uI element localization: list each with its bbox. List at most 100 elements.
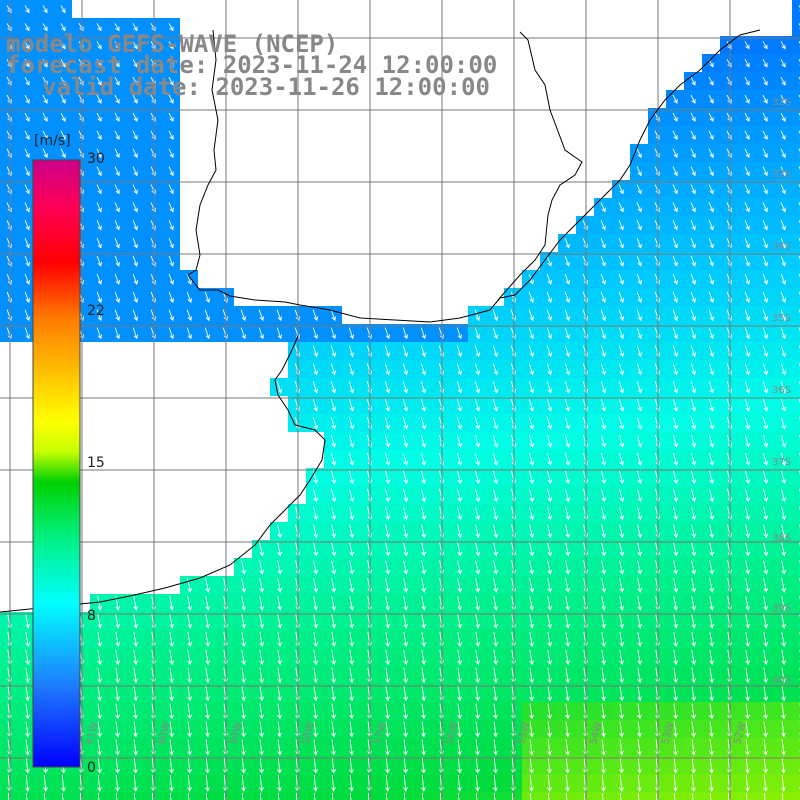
wind-arrow bbox=[168, 309, 174, 322]
wind-arrow bbox=[529, 792, 532, 800]
wind-arrow bbox=[475, 685, 480, 702]
wind-arrow bbox=[60, 58, 66, 68]
wind-arrow bbox=[546, 488, 553, 503]
wind-arrow bbox=[546, 452, 553, 467]
wind-arrow bbox=[763, 560, 769, 575]
wind-arrow bbox=[331, 703, 336, 720]
wind-arrow bbox=[690, 255, 696, 267]
wind-arrow bbox=[619, 775, 624, 792]
wind-arrow bbox=[241, 578, 247, 593]
wind-arrow bbox=[690, 220, 696, 231]
wind-arrow bbox=[277, 667, 282, 684]
wind-arrow bbox=[744, 41, 750, 50]
wind-arrow bbox=[781, 792, 784, 800]
wind-arrow bbox=[259, 560, 265, 575]
wind-arrow bbox=[618, 273, 624, 285]
wind-arrow bbox=[205, 613, 210, 629]
wind-arrow bbox=[744, 148, 750, 159]
wind-arrow bbox=[259, 578, 265, 593]
wind-arrow bbox=[331, 631, 336, 648]
wind-arrow bbox=[24, 23, 30, 32]
wind-arrow bbox=[565, 578, 571, 593]
wind-arrow bbox=[456, 345, 462, 358]
wind-arrow bbox=[528, 399, 535, 412]
wind-cell bbox=[792, 360, 800, 378]
wind-arrow bbox=[331, 524, 337, 539]
wind-arrow bbox=[96, 238, 102, 249]
wind-arrow bbox=[349, 757, 354, 774]
wind-arrow bbox=[565, 542, 571, 557]
wind-arrow bbox=[420, 363, 426, 376]
wind-arrow bbox=[672, 255, 678, 267]
wind-arrow bbox=[546, 345, 552, 358]
wind-arrow bbox=[781, 757, 786, 774]
wind-arrow bbox=[529, 560, 535, 575]
wind-arrow bbox=[690, 470, 697, 485]
wind-arrow bbox=[43, 792, 46, 800]
wind-arrow bbox=[780, 166, 786, 177]
wind-arrow bbox=[475, 703, 480, 720]
wind-arrow bbox=[79, 792, 82, 800]
wind-arrow bbox=[205, 757, 210, 774]
wind-arrow bbox=[115, 739, 120, 756]
wind-arrow bbox=[619, 757, 624, 774]
wind-arrow bbox=[60, 23, 66, 32]
wind-arrow bbox=[276, 327, 282, 340]
wind-arrow bbox=[114, 58, 120, 68]
wind-cell bbox=[792, 792, 800, 800]
wind-arrow bbox=[25, 631, 30, 648]
wind-arrow bbox=[205, 631, 210, 648]
wind-arrow bbox=[637, 721, 642, 738]
wind-cell bbox=[792, 180, 800, 198]
wind-arrow bbox=[744, 309, 750, 322]
wind-arrow bbox=[547, 703, 552, 720]
wind-arrow bbox=[636, 434, 643, 448]
wind-arrow bbox=[43, 775, 48, 792]
wind-arrow bbox=[421, 685, 426, 702]
wind-arrow bbox=[547, 631, 552, 648]
wind-arrow bbox=[96, 166, 102, 177]
wind-arrow bbox=[618, 238, 624, 249]
wind-arrow bbox=[385, 739, 390, 756]
wind-arrow bbox=[780, 309, 786, 322]
wind-arrow bbox=[709, 578, 715, 593]
wind-arrow bbox=[673, 703, 678, 720]
wind-arrow bbox=[601, 739, 606, 756]
wind-arrow bbox=[96, 76, 102, 86]
wind-arrow bbox=[492, 416, 499, 430]
wind-arrow bbox=[565, 775, 570, 792]
wind-arrow bbox=[277, 775, 282, 792]
wind-arrow bbox=[330, 416, 337, 430]
wind-arrow bbox=[781, 613, 786, 629]
wind-arrow bbox=[114, 112, 120, 122]
wind-arrow bbox=[780, 238, 786, 249]
wind-arrow bbox=[313, 649, 318, 666]
colorbar-tick-22: 22 bbox=[87, 303, 105, 319]
wind-arrow bbox=[25, 667, 30, 684]
wind-arrow bbox=[114, 238, 120, 249]
wind-arrow bbox=[708, 470, 715, 485]
wind-arrow bbox=[186, 273, 192, 285]
wind-arrow bbox=[402, 488, 409, 503]
wind-arrow bbox=[96, 202, 102, 213]
wind-arrow bbox=[169, 757, 174, 774]
wind-arrow bbox=[330, 381, 337, 394]
wind-arrow bbox=[403, 596, 408, 611]
wind-arrow bbox=[672, 399, 679, 412]
wind-arrow bbox=[331, 560, 337, 575]
wind-arrow bbox=[348, 488, 355, 503]
colorbar-unit: [m/s] bbox=[34, 133, 71, 149]
wind-arrow bbox=[636, 309, 642, 322]
wind-arrow bbox=[385, 506, 391, 521]
wind-arrow bbox=[96, 255, 102, 267]
wind-arrow bbox=[168, 184, 174, 195]
wind-arrow bbox=[547, 596, 552, 611]
wind-arrow bbox=[241, 596, 246, 611]
wind-cell bbox=[792, 90, 800, 108]
wind-arrow bbox=[115, 667, 120, 684]
wind-arrow bbox=[655, 792, 658, 800]
wind-arrow bbox=[763, 721, 768, 738]
wind-arrow bbox=[349, 775, 354, 792]
wind-arrow bbox=[420, 399, 427, 412]
wind-arrow bbox=[475, 542, 481, 557]
